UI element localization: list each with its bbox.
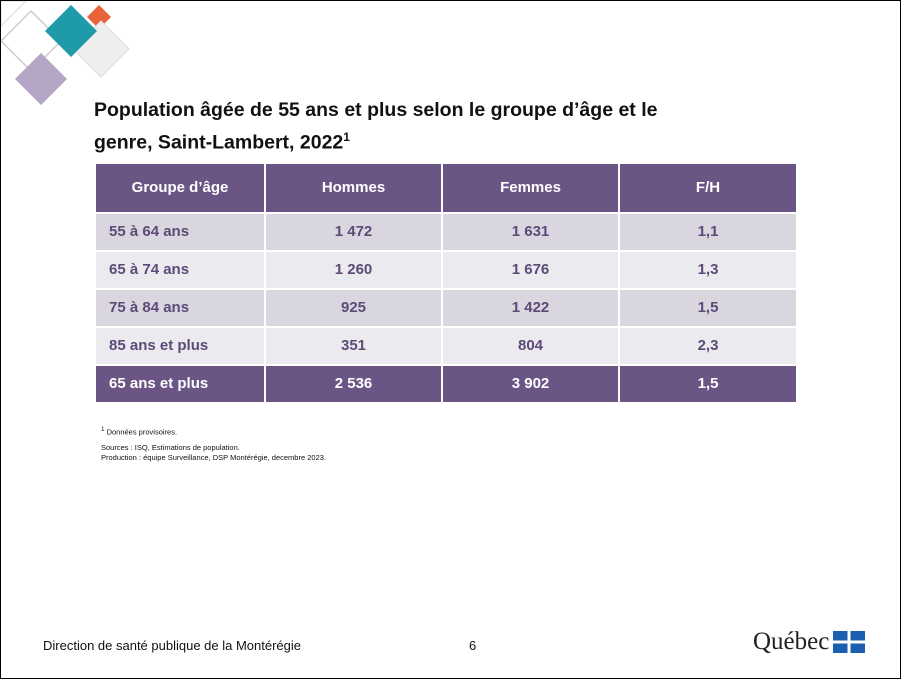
cell: 1 422 [443,290,618,326]
logo-flag [833,631,865,653]
cell: 75 à 84 ans [96,290,264,326]
cell: 1 472 [266,214,441,250]
logo: Québec [753,628,865,656]
header-cell: Femmes [443,164,618,212]
title-note: 1 [343,130,350,144]
slide: Population âgée de 55 ans et plus selon … [0,0,901,679]
total-cell: 65 ans et plus [96,366,264,402]
sources: Sources : ISQ, Estimations de population… [101,443,240,452]
header-cell: Hommes [266,164,441,212]
header-cell: Groupe d’âge [96,164,264,212]
cell: 1,5 [620,290,796,326]
total-cell: 3 902 [443,366,618,402]
cell: 1,1 [620,214,796,250]
page-number: 6 [469,638,476,653]
total-cell: 1,5 [620,366,796,402]
title: Population âgée de 55 ans et plus selon … [94,97,657,157]
cell: 2,3 [620,328,796,364]
footnote-mark: 1 [101,426,104,433]
cell: 1 260 [266,252,441,288]
cell: 85 ans et plus [96,328,264,364]
production: Production : équipe Surveillance, DSP Mo… [101,453,326,462]
organization: Direction de santé publique de la Montér… [43,638,301,653]
cell: 804 [443,328,618,364]
decoration [1,1,141,111]
cell: 351 [266,328,441,364]
cell: 1,3 [620,252,796,288]
cell: 65 à 74 ans [96,252,264,288]
cell: 1 676 [443,252,618,288]
cell: 925 [266,290,441,326]
footnote-text: Données provisoires. [107,428,177,437]
footnote: 1 Données provisoires. [101,426,177,437]
header-cell: F/H [620,164,796,212]
logo-text: Québec [753,628,829,656]
cell: 55 à 64 ans [96,214,264,250]
total-cell: 2 536 [266,366,441,402]
title-line: genre, Saint-Lambert, 2022 [94,132,343,154]
cell: 1 631 [443,214,618,250]
title-line: Population âgée de 55 ans et plus selon … [94,97,657,124]
